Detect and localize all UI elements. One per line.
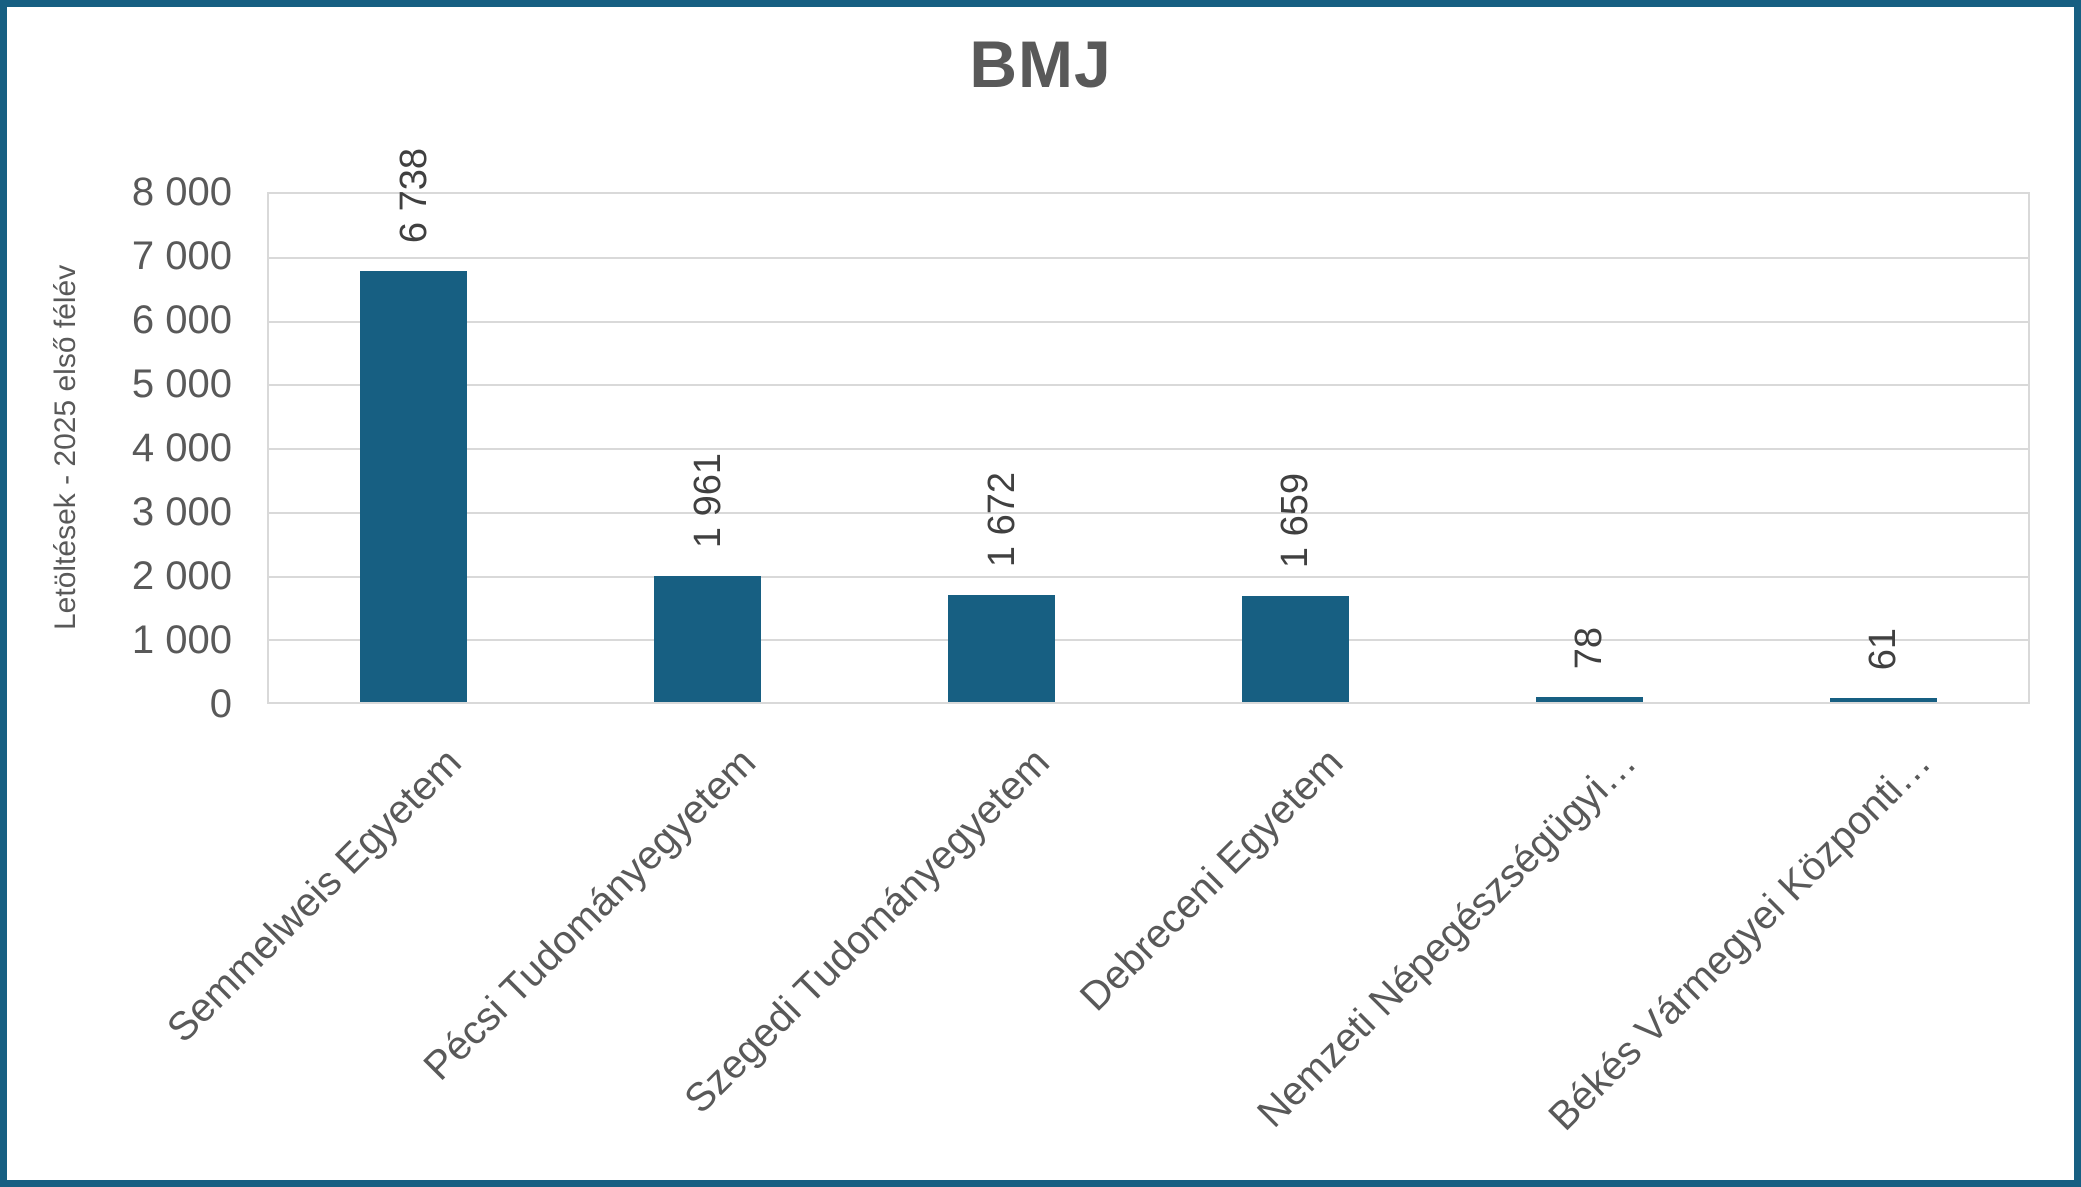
bar (948, 595, 1056, 702)
bar (654, 576, 762, 702)
y-tick-label: 6 000 (131, 298, 232, 342)
y-tick-label: 1 000 (131, 618, 232, 662)
bar-value-label: 1 672 (980, 471, 1023, 567)
y-tick-label: 0 (209, 682, 232, 726)
gridline (269, 511, 2028, 514)
y-tick-label: 4 000 (131, 426, 232, 470)
gridline (269, 575, 2028, 578)
bar-value-label: 6 738 (392, 147, 435, 243)
gridline (269, 320, 2028, 323)
gridline (269, 256, 2028, 259)
bar-value-label: 1 961 (686, 452, 729, 548)
y-tick-label: 8 000 (131, 170, 232, 214)
bar (1535, 697, 1643, 702)
bar (360, 271, 468, 702)
bar-value-label: 78 (1568, 626, 1611, 669)
bar (1829, 698, 1937, 702)
bar-value-label: 61 (1862, 627, 1905, 670)
gridline (269, 384, 2028, 387)
x-category-label: Semmelweis Egyetem (159, 740, 471, 1051)
bar (1241, 596, 1349, 702)
bar-value-label: 1 659 (1274, 472, 1317, 568)
gridline (269, 639, 2028, 642)
y-tick-label: 7 000 (131, 234, 232, 278)
y-tick-label: 5 000 (131, 362, 232, 406)
x-category-label: Debreceni Egyetem (1072, 740, 1352, 1020)
y-tick-label: 2 000 (131, 554, 232, 598)
y-tick-label: 3 000 (131, 490, 232, 534)
chart-title: BMJ (969, 27, 1112, 101)
x-category-label: Pécsi Tudományegyetem (415, 740, 764, 1089)
gridline (269, 448, 2028, 450)
plot-area (267, 192, 2030, 704)
